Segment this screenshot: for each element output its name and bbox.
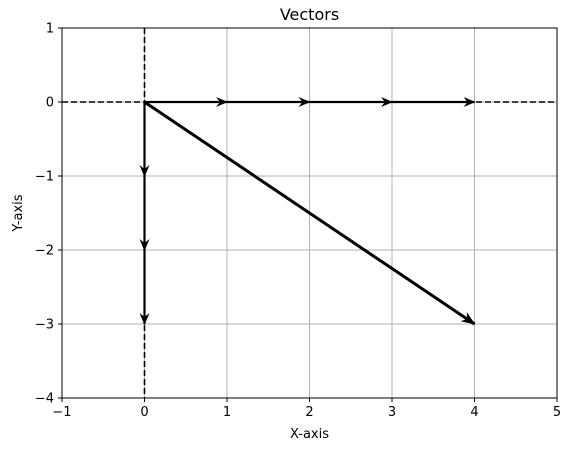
x-tick-label: 4: [470, 405, 478, 420]
x-tick-label: 0: [140, 405, 148, 420]
x-tick-label: 3: [388, 405, 396, 420]
y-tick-label: 0: [46, 96, 54, 111]
chart-title: Vectors: [280, 5, 339, 24]
x-axis-label: X-axis: [290, 427, 329, 442]
x-tick-label: 1: [223, 405, 231, 420]
y-tick-label: −4: [35, 392, 54, 407]
y-tick-label: −2: [35, 244, 54, 259]
resultant-vector-arrow: [143, 100, 476, 326]
x-tick-label: 2: [305, 405, 313, 420]
y-tick-label: −3: [35, 318, 54, 333]
y-axis-label: Y-axis: [11, 194, 26, 232]
x-tick-label: −1: [52, 405, 71, 420]
x-axis-ticks: −1 0 1 2 3 4 5: [52, 398, 561, 420]
x-tick-label: 5: [553, 405, 561, 420]
vector-arrows: [139, 97, 476, 326]
y-tick-label: 1: [46, 22, 54, 37]
y-tick-label: −1: [35, 170, 54, 185]
y-axis-ticks: −4 −3 −2 −1 0 1: [35, 22, 62, 407]
